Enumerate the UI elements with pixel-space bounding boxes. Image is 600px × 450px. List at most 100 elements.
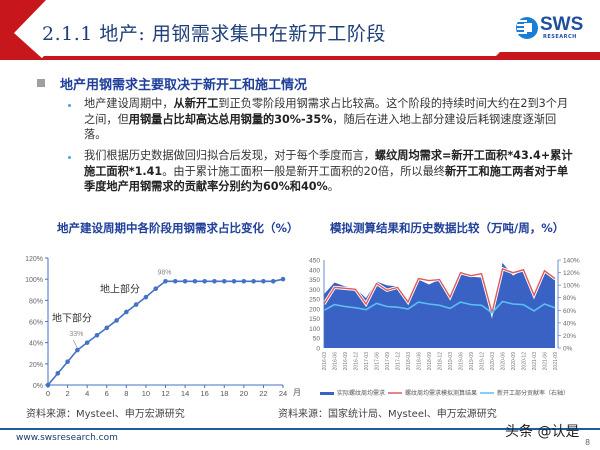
x-tick-label: 18 bbox=[220, 389, 228, 398]
section-bullet-square-icon bbox=[37, 79, 45, 87]
bold-text: 用钢量占比却高达总用钢量的30%-35% bbox=[128, 112, 333, 126]
x-tick-label: 2018-06 bbox=[417, 352, 423, 371]
footer-url-link[interactable]: www.swsresearch.com bbox=[16, 433, 118, 443]
x-tick-label: 2021-09 bbox=[553, 352, 559, 371]
x-tick-label: 2020-06 bbox=[501, 352, 507, 371]
data-point bbox=[94, 332, 100, 338]
x-tick-label: 2019-12 bbox=[480, 352, 486, 371]
text: 地产建设周期中， bbox=[84, 97, 174, 110]
data-point bbox=[104, 325, 110, 331]
left-y-tick-label: 50 bbox=[313, 336, 321, 343]
data-point bbox=[280, 276, 286, 282]
data-point bbox=[163, 278, 168, 284]
x-tick-label: 2020-12 bbox=[522, 352, 528, 371]
new-start-share-line bbox=[323, 300, 556, 314]
text: ，随后在进入地上部分建设后耗钢速度逐渐回落。 bbox=[84, 112, 557, 142]
left-y-tick-label: 200 bbox=[309, 306, 320, 313]
x-tick-label: 20 bbox=[240, 389, 248, 398]
simulated-demand-line bbox=[323, 267, 556, 313]
x-tick-label: 2021-03 bbox=[532, 352, 538, 371]
data-point bbox=[55, 371, 61, 376]
x-tick-label: 2021-06 bbox=[543, 352, 549, 371]
x-tick-label: 2020-03 bbox=[490, 352, 496, 371]
y-tick-label: 80% bbox=[29, 298, 43, 305]
right-y-tick-label: 80% bbox=[563, 295, 576, 302]
left-y-tick-label: 250 bbox=[309, 297, 320, 304]
logo-text: SWS bbox=[540, 14, 584, 35]
x-tick-label: 14 bbox=[181, 389, 189, 398]
y-tick-label: 40% bbox=[29, 341, 43, 348]
bold-text: 从新开工 bbox=[173, 97, 219, 110]
x-tick-label: 2016-12 bbox=[354, 352, 360, 371]
x-tick-label: 12 bbox=[161, 389, 169, 398]
x-tick-label: 2019-09 bbox=[469, 352, 475, 371]
x-tick-label: 22 bbox=[259, 389, 267, 398]
y-tick-label: 60% bbox=[29, 320, 43, 327]
x-tick-label: 2017-09 bbox=[385, 352, 391, 371]
left-source-note: 资料来源：Mysteel、申万宏源研究 bbox=[26, 409, 185, 420]
x-tick-label: 2018-12 bbox=[438, 352, 444, 371]
x-tick-label: 2018-03 bbox=[406, 352, 412, 371]
right-y-tick-label: 100% bbox=[563, 283, 580, 290]
data-point bbox=[182, 278, 188, 284]
x-tick-label: 2019-03 bbox=[448, 352, 454, 371]
data-point bbox=[143, 294, 149, 300]
annotation-aboveground: 地上部分 bbox=[100, 283, 140, 296]
x-tick-label: 0 bbox=[46, 389, 50, 398]
x-tick-label: 4 bbox=[85, 389, 89, 398]
y-tick-label: 100% bbox=[25, 277, 43, 284]
annotation-underground: 地下部分 bbox=[52, 311, 92, 324]
x-tick-label: 2 bbox=[65, 389, 69, 398]
x-tick-label: 16 bbox=[200, 389, 208, 398]
text: 到正负零阶段用钢需求占比较高。这个阶段的持续时间大约在2到3个月之间，但 bbox=[84, 97, 569, 126]
legend-actual: 实际螺纹周均需求 bbox=[337, 389, 385, 397]
x-tick-label: 8 bbox=[124, 389, 128, 398]
data-point bbox=[84, 340, 90, 345]
bullet-paragraph-2: 我们根据历史数据做回归拟合后发现，对于每个季度而言，螺纹周均需求=新开工面积*4… bbox=[84, 148, 574, 195]
right-source-note: 资料来源：国家统计局、Mysteel、申万宏源研究 bbox=[278, 409, 497, 420]
left-y-tick-label: 150 bbox=[309, 316, 320, 323]
data-point bbox=[124, 309, 129, 315]
data-point bbox=[251, 278, 256, 284]
x-tick-label: 2020-09 bbox=[511, 352, 517, 371]
text: 我们根据历史数据做回归拟合后发现，对于每个季度而言， bbox=[84, 149, 375, 162]
right-y-tick-label: 120% bbox=[563, 270, 580, 277]
data-point bbox=[270, 278, 276, 284]
x-tick-label: 24 bbox=[279, 389, 287, 398]
sws-logo-icon bbox=[516, 17, 538, 39]
data-point bbox=[45, 382, 51, 388]
right-y-tick-label: 0% bbox=[563, 346, 573, 353]
data-point bbox=[241, 278, 247, 284]
text: 。由于累计施工面积一般是新开工面积的20倍，所以最终 bbox=[162, 164, 445, 178]
left-y-tick-label: 400 bbox=[309, 267, 320, 274]
x-tick-label: 2018-09 bbox=[427, 352, 433, 371]
watermark: 头条 @认是 bbox=[505, 424, 580, 440]
data-point bbox=[261, 278, 266, 284]
legend-simulated: 螺纹周均需求模拟测算结果 bbox=[405, 389, 477, 397]
page-number: 8 bbox=[585, 438, 591, 447]
data-point bbox=[221, 278, 227, 284]
right-chart-title: 模拟测算结果和历史数据比较（万吨/周，%） bbox=[330, 221, 565, 235]
x-tick-label: 2017-12 bbox=[396, 352, 402, 371]
right-area-chart: 0 50 100 150 200 250 300 350 400 450 0% 20% 40% 60% 80… bbox=[309, 258, 580, 398]
data-point bbox=[75, 347, 80, 353]
y-tick-label: 20% bbox=[29, 362, 43, 369]
footer-divider bbox=[0, 428, 600, 430]
left-chart-title: 地产建设周期中各阶段用钢需求占比变化（%） bbox=[57, 221, 299, 235]
right-y-tick-label: 60% bbox=[563, 308, 576, 315]
title-banner bbox=[0, 0, 600, 60]
left-y-tick-label: 350 bbox=[309, 277, 320, 284]
x-tick-label: 2016-03 bbox=[322, 352, 328, 371]
right-y-tick-label: 140% bbox=[563, 258, 580, 265]
x-tick-label: 2016-09 bbox=[343, 352, 349, 371]
data-point bbox=[212, 278, 217, 284]
x-tick-label: 2017-06 bbox=[375, 352, 381, 371]
x-tick-label: 2019-06 bbox=[459, 352, 465, 371]
data-point bbox=[153, 286, 159, 291]
data-point bbox=[114, 318, 119, 323]
left-y-tick-label: 450 bbox=[309, 258, 320, 265]
bullet-paragraph-1: 地产建设周期中，从新开工到正负零阶段用钢需求占比较高。这个阶段的持续时间大约在2… bbox=[84, 96, 574, 143]
annotation-98: 98% bbox=[158, 269, 172, 276]
logo-subtext: RESEARCH bbox=[543, 34, 577, 40]
bold-text: 新开工和施工两者对于单季度地产用钢需求的贡献率分别约为60%和40% bbox=[84, 164, 569, 194]
